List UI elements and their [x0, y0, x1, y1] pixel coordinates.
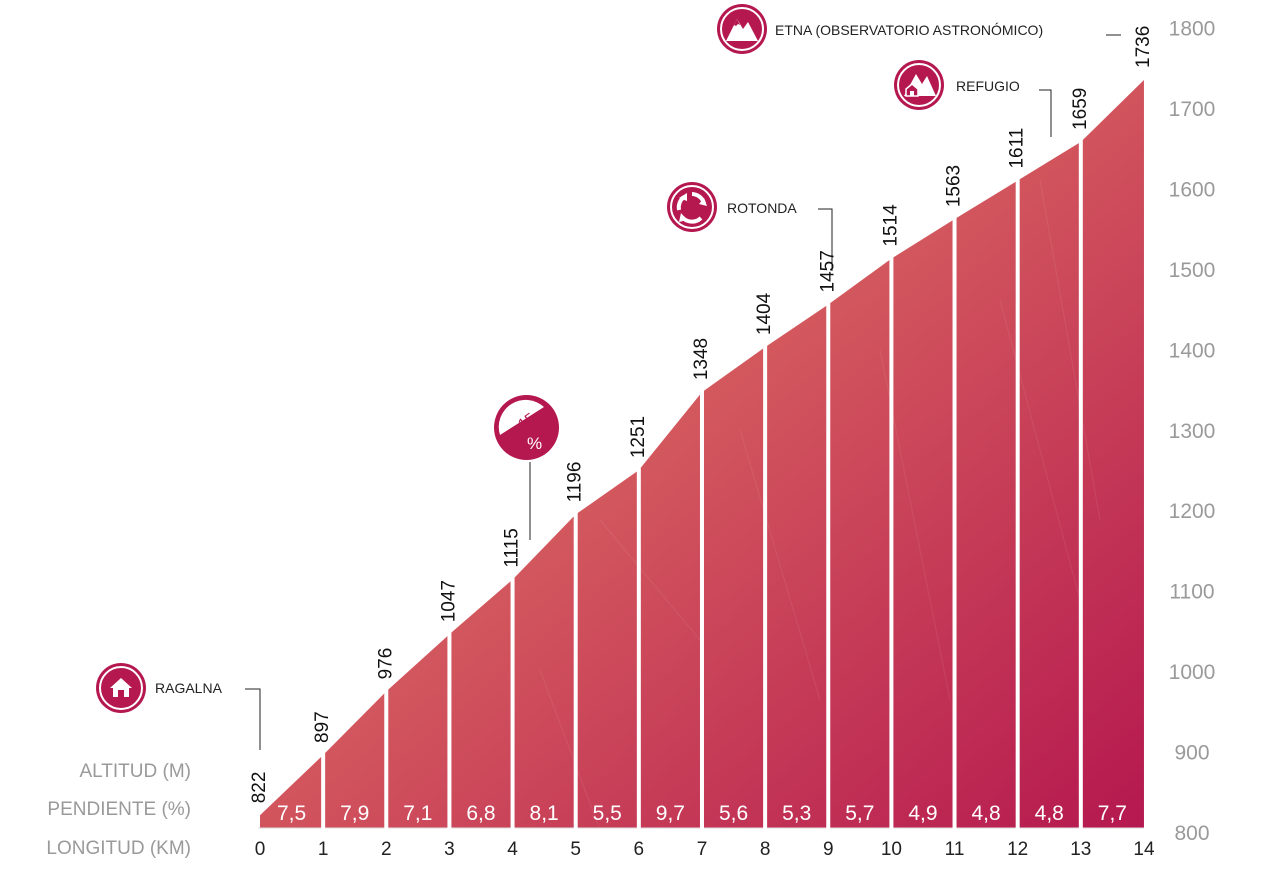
y-tick-label: 1400: [1169, 339, 1216, 362]
altitude-label: 1514: [880, 204, 901, 247]
x-tick-label: 0: [255, 839, 266, 860]
poi-leader-line: [245, 688, 261, 750]
altitude-label: 822: [249, 772, 270, 804]
x-tick-label: 11: [945, 839, 965, 860]
y-tick-label: 1200: [1169, 500, 1216, 523]
altitude-label: 1348: [691, 338, 712, 380]
y-tick-label: 1100: [1169, 581, 1214, 604]
altitude-label: 1563: [944, 165, 965, 207]
gradient-label: 5,6: [719, 802, 748, 825]
gradient-label: 7,7: [1098, 802, 1127, 825]
facet-line: [1039, 179, 1101, 521]
altitude-label: 1659: [1070, 88, 1091, 130]
altitude-label: 1047: [438, 580, 459, 622]
x-tick-label: 7: [697, 839, 708, 860]
x-tick-label: 1: [318, 839, 329, 860]
steep-unit: %: [527, 434, 542, 453]
roundabout-icon: [667, 182, 717, 232]
x-tick-label: 2: [381, 839, 392, 860]
altitude-label: 1736: [1133, 26, 1154, 68]
poi-label-ragalna: RAGALNA: [155, 680, 222, 696]
altitude-label: 1611: [1007, 128, 1028, 169]
length-row-label: LONGITUD (KM): [46, 838, 191, 859]
y-tick-label: 800: [1174, 822, 1209, 845]
x-tick-label: 8: [760, 839, 771, 860]
x-tick-label: 12: [1007, 839, 1028, 860]
x-tick-label: 10: [881, 839, 902, 860]
altitude-label: 976: [375, 648, 396, 680]
y-tick-label: 1800: [1169, 18, 1216, 41]
gradient-label: 5,3: [782, 802, 811, 825]
y-tick-label: 1300: [1169, 420, 1216, 443]
x-tick-label: 9: [823, 839, 834, 860]
altitude-label: 1457: [817, 250, 838, 292]
gradient-label: 4,8: [972, 802, 1001, 825]
gradient-label: 4,8: [1035, 802, 1064, 825]
poi-leader-line: [1039, 89, 1052, 137]
altitude-label: 1196: [565, 462, 586, 503]
altitude-row-label: ALTITUD (M): [79, 761, 191, 782]
altitude-label: 897: [312, 711, 333, 743]
facet-line: [599, 519, 701, 641]
facet-line: [739, 429, 821, 701]
gradient-label: 9,7: [656, 802, 685, 825]
x-tick-label: 6: [634, 839, 645, 860]
gradient-label: 8,1: [530, 802, 559, 825]
y-tick-label: 1600: [1169, 178, 1216, 201]
altitude-label: 1115: [502, 528, 523, 567]
x-tick-label: 5: [570, 839, 581, 860]
gradient-label: 7,5: [277, 802, 306, 825]
mountain-hut-icon: [894, 60, 944, 110]
poi-label-rotonda: ROTONDA: [727, 200, 797, 216]
gradient-label: 7,9: [340, 802, 369, 825]
facet-line: [999, 299, 1081, 601]
x-tick-label: 4: [507, 839, 518, 860]
facet-line: [539, 669, 601, 831]
altitude-label: 1251: [628, 416, 649, 458]
gradient-row-label: PENDIENTE (%): [47, 799, 191, 820]
x-tick-label: 14: [1133, 839, 1155, 860]
y-tick-label: 1500: [1169, 259, 1216, 282]
x-tick-label: 3: [444, 839, 455, 860]
y-tick-label: 1000: [1169, 661, 1216, 684]
steep-number: 15: [515, 410, 538, 433]
y-tick-label: 900: [1174, 742, 1209, 765]
gradient-label: 7,1: [403, 802, 432, 825]
poi-leader-line: [818, 208, 833, 271]
gradient-label: 5,7: [845, 802, 874, 825]
gradient-label: 5,5: [593, 802, 622, 825]
poi-label-etna: ETNA (OBSERVATORIO ASTRONÓMICO): [775, 22, 1044, 38]
steep-gradient-icon: 15 %: [494, 395, 559, 460]
gradient-label: 6,8: [466, 802, 495, 825]
mountain-icon: [717, 4, 767, 54]
y-tick-label: 1700: [1169, 98, 1216, 121]
poi-label-refugio: REFUGIO: [956, 78, 1020, 94]
x-tick-label: 13: [1070, 839, 1091, 860]
gradient-label: 4,9: [908, 802, 937, 825]
altitude-label: 1404: [754, 292, 775, 335]
house-icon: [96, 663, 146, 713]
